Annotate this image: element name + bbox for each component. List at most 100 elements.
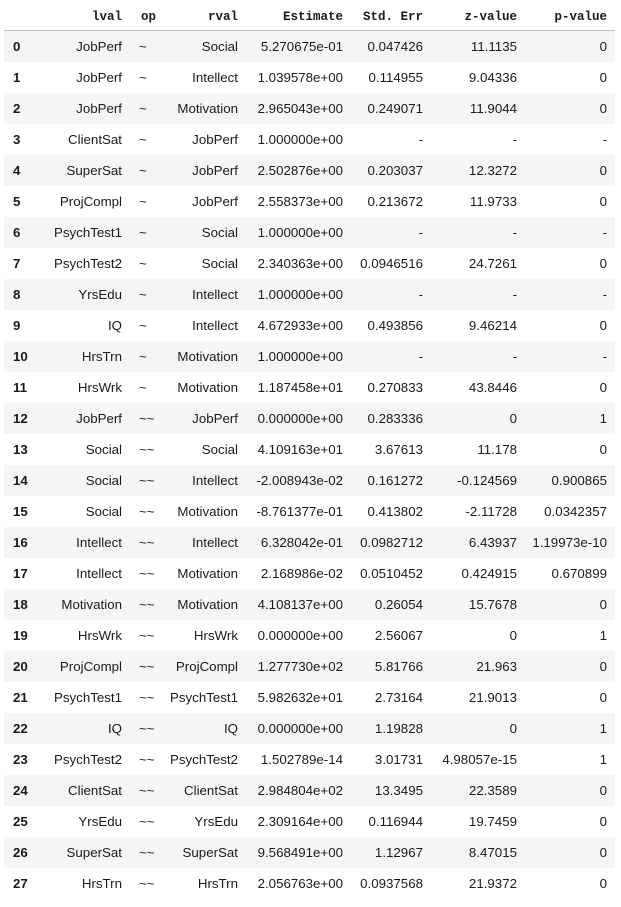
cell-op: ~ <box>139 349 147 364</box>
cell-lval: HrsTrn <box>81 876 122 891</box>
cell-estimate: 2.056763e+00 <box>257 876 343 891</box>
cell-rval: Motivation <box>177 504 238 519</box>
row-index: 10 <box>13 349 28 364</box>
cell-rval: Social <box>201 39 238 54</box>
cell-zvalue: - <box>512 132 517 147</box>
cell-stderr: 1.12967 <box>374 845 423 860</box>
cell-rval: Motivation <box>177 597 238 612</box>
cell-stderr: - <box>418 132 423 147</box>
cell-lval: HrsWrk <box>77 380 122 395</box>
cell-pvalue: 0 <box>599 380 607 395</box>
row-index: 4 <box>13 163 21 178</box>
cell-zvalue: - <box>512 225 517 240</box>
cell-lval: Social <box>85 442 122 457</box>
cell-pvalue: 0 <box>599 39 607 54</box>
cell-stderr: 2.56067 <box>374 628 423 643</box>
cell-estimate: 6.328042e-01 <box>260 535 343 550</box>
col-header-estimate: Estimate <box>246 3 351 31</box>
row-index: 24 <box>13 783 28 798</box>
cell-stderr: 0.493856 <box>367 318 423 333</box>
cell-op: ~~ <box>139 628 155 643</box>
cell-lval: JobPerf <box>76 39 122 54</box>
cell-rval: HrsWrk <box>193 628 238 643</box>
table-row: 9 IQ ~ Intellect 4.672933e+00 0.493856 9.46214… <box>4 310 615 341</box>
row-index: 0 <box>13 39 21 54</box>
cell-pvalue: 0 <box>599 318 607 333</box>
cell-lval: JobPerf <box>76 411 122 426</box>
cell-lval: PsychTest2 <box>54 752 122 767</box>
cell-pvalue: - <box>602 132 607 147</box>
cell-op: ~~ <box>139 535 155 550</box>
cell-op: ~~ <box>139 473 155 488</box>
cell-pvalue: 0 <box>599 256 607 271</box>
row-index: 6 <box>13 225 21 240</box>
cell-lval: YrsEdu <box>78 287 122 302</box>
cell-estimate: 1.502789e-14 <box>260 752 343 767</box>
cell-op: ~~ <box>139 442 155 457</box>
cell-rval: Intellect <box>192 287 238 302</box>
cell-zvalue: 0 <box>509 628 517 643</box>
row-index: 21 <box>13 690 28 705</box>
cell-op: ~~ <box>139 752 155 767</box>
cell-estimate: 4.108137e+00 <box>257 597 343 612</box>
cell-op: ~~ <box>139 597 155 612</box>
cell-estimate: 2.309164e+00 <box>257 814 343 829</box>
row-index: 25 <box>13 814 28 829</box>
cell-lval: IQ <box>107 721 122 736</box>
col-header-zvalue: z-value <box>431 3 525 31</box>
cell-zvalue: 24.7261 <box>468 256 517 271</box>
table-row: 11 HrsWrk ~ Motivation 1.187458e+01 0.270833 4… <box>4 372 615 403</box>
cell-stderr: 2.73164 <box>374 690 423 705</box>
cell-pvalue: 0 <box>599 659 607 674</box>
col-header-rval: rval <box>164 3 246 31</box>
cell-op: ~ <box>139 318 147 333</box>
cell-op: ~~ <box>139 721 155 736</box>
cell-zvalue: 0 <box>509 411 517 426</box>
col-header-index <box>4 3 40 31</box>
cell-zvalue: 43.8446 <box>468 380 517 395</box>
cell-estimate: 2.168986e-02 <box>260 566 343 581</box>
row-index: 3 <box>13 132 21 147</box>
cell-op: ~~ <box>139 690 155 705</box>
table-row: 23 PsychTest2 ~~ PsychTest2 1.502789e-14 3.01… <box>4 744 615 775</box>
table-row: 3 ClientSat ~ JobPerf 1.000000e+00 - - - <box>4 124 615 155</box>
cell-zvalue: 22.3589 <box>468 783 517 798</box>
row-index: 15 <box>13 504 28 519</box>
cell-estimate: 0.000000e+00 <box>257 411 343 426</box>
cell-pvalue: 0 <box>599 597 607 612</box>
table-row: 21 PsychTest1 ~~ PsychTest1 5.982632e+01 2.73… <box>4 682 615 713</box>
cell-zvalue: - <box>512 349 517 364</box>
row-index: 20 <box>13 659 28 674</box>
cell-lval: PsychTest1 <box>54 225 122 240</box>
cell-rval: Motivation <box>177 349 238 364</box>
cell-pvalue: 0 <box>599 442 607 457</box>
cell-rval: ProjCompl <box>175 659 238 674</box>
cell-estimate: 0.000000e+00 <box>257 628 343 643</box>
cell-rval: Intellect <box>192 473 238 488</box>
cell-op: ~ <box>139 380 147 395</box>
row-index: 8 <box>13 287 21 302</box>
cell-stderr: 0.0946516 <box>360 256 423 271</box>
cell-estimate: 0.000000e+00 <box>257 721 343 736</box>
cell-stderr: 0.116944 <box>368 814 423 829</box>
cell-estimate: 2.502876e+00 <box>257 163 343 178</box>
cell-pvalue: 1 <box>599 628 607 643</box>
cell-rval: Intellect <box>192 318 238 333</box>
cell-pvalue: 0 <box>599 690 607 705</box>
row-index: 1 <box>13 70 21 85</box>
cell-lval: JobPerf <box>76 101 122 116</box>
cell-pvalue: 1 <box>599 752 607 767</box>
cell-rval: HrsTrn <box>197 876 238 891</box>
cell-zvalue: 11.1135 <box>470 39 517 54</box>
table-row: 4 SuperSat ~ JobPerf 2.502876e+00 0.203037 12.… <box>4 155 615 186</box>
row-index: 18 <box>13 597 28 612</box>
cell-op: ~~ <box>139 845 155 860</box>
table-row: 2 JobPerf ~ Motivation 2.965043e+00 0.249071 1… <box>4 93 615 124</box>
cell-pvalue: 0.900865 <box>551 473 607 488</box>
cell-stderr: 0.249071 <box>367 101 423 116</box>
cell-stderr: - <box>418 287 423 302</box>
cell-estimate: 2.965043e+00 <box>257 101 343 116</box>
cell-pvalue: - <box>602 225 607 240</box>
row-index: 5 <box>13 194 21 209</box>
cell-rval: JobPerf <box>192 132 238 147</box>
